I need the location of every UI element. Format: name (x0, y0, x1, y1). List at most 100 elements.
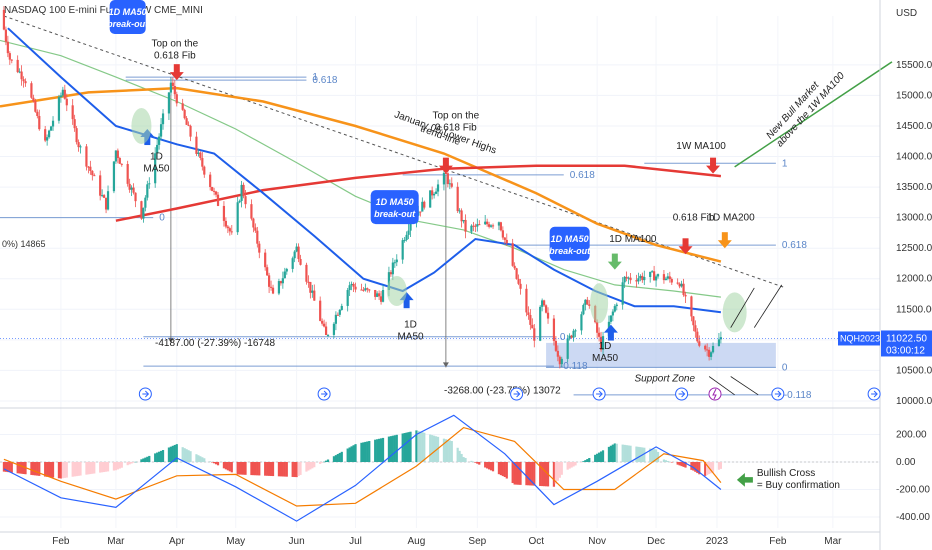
macd-histogram-bar (615, 443, 618, 462)
candle-body (154, 153, 157, 184)
macd-histogram-bar (336, 454, 339, 462)
candle-body (362, 289, 365, 291)
macd-histogram-bar (450, 441, 453, 462)
candle-body (511, 243, 514, 266)
projection-arrow-down (708, 376, 735, 396)
price-tick-label: 10500.00 (896, 365, 932, 376)
macd-histogram-bar (156, 452, 159, 462)
macd-histogram-bar (654, 449, 658, 462)
candle-body (313, 290, 316, 301)
candle-body (517, 278, 520, 284)
fib-label: 1 (312, 72, 318, 83)
macd-histogram-bar (621, 444, 624, 462)
event-arrow-icon (321, 390, 328, 398)
fib-label: 1 (782, 158, 788, 169)
candle-body (79, 146, 82, 148)
candle-body (489, 225, 493, 227)
macd-histogram-bar (574, 462, 577, 466)
macd-histogram-bar (580, 462, 583, 463)
candle-body (639, 275, 642, 279)
macd-histogram-bar (271, 462, 275, 477)
macd-histogram-bar (211, 462, 214, 463)
macd-histogram-bar (491, 462, 495, 472)
candle-body (348, 285, 351, 291)
candle-body (546, 312, 550, 319)
macd-histogram-bar (598, 452, 601, 462)
candle-body (101, 195, 104, 197)
price-tick-label: 13000.00 (896, 213, 932, 224)
breakout-circle-3 (590, 283, 609, 324)
candle-body (309, 281, 312, 293)
candle-body (112, 161, 116, 192)
candle-body (181, 103, 184, 110)
macd-histogram-bar (266, 462, 269, 476)
candle-body (142, 207, 145, 219)
macd-histogram-bar (613, 443, 616, 462)
candle-body (199, 152, 202, 158)
macd-histogram-bar (38, 462, 41, 476)
candle-body (30, 83, 33, 98)
macd-line (3, 414, 722, 522)
candle-body (364, 288, 367, 291)
candle-body (678, 283, 681, 287)
macd-histogram-bar (120, 462, 123, 468)
macd-histogram-bar (46, 462, 49, 477)
candle-body (281, 278, 284, 284)
price-tick-label: 13500.00 (896, 182, 932, 193)
candle-body (203, 166, 206, 175)
candle-body (580, 314, 583, 331)
macd-histogram-bar (77, 462, 80, 476)
macd-histogram-bar (401, 433, 404, 462)
macd-histogram-bar (256, 462, 259, 476)
macd-histogram-bar (374, 439, 377, 462)
macd-tick-label: 200.00 (896, 430, 927, 441)
macd-histogram-bar (213, 462, 216, 464)
macd-histogram-bar (146, 456, 149, 462)
macd-histogram-bar (484, 462, 487, 468)
macd-histogram-bar (643, 447, 646, 462)
macd-histogram-bar (252, 462, 255, 476)
candle-body (61, 89, 64, 96)
price-tick-label: 15500.00 (896, 60, 932, 71)
macd-histogram-bar (499, 462, 502, 476)
candle-body (158, 136, 161, 145)
macd-histogram-bar (185, 449, 188, 462)
macd-histogram-bar (173, 444, 176, 462)
top-fib-arrow-2-shaft (442, 157, 449, 167)
candle-body (393, 262, 396, 264)
candle-body (57, 97, 61, 121)
candle-body (324, 326, 328, 336)
macd-histogram-bar (395, 434, 398, 462)
macd-histogram-bar (283, 462, 286, 477)
candle-body (213, 190, 216, 192)
macd-histogram-bar (216, 462, 220, 466)
fib-0618-label: 0.618 Fib (673, 213, 715, 224)
candle-body (554, 340, 557, 351)
macd-histogram-bar (199, 456, 202, 462)
macd-histogram-bar (226, 462, 229, 471)
macd-histogram-bar (346, 448, 349, 462)
measurement-label: -3268.00 (-23.75%) 13072 (444, 386, 561, 397)
candle-body (627, 277, 630, 279)
candle-body (519, 283, 522, 289)
support-zone-layer: Support Zone (546, 342, 776, 384)
macd-histogram-bar (354, 444, 357, 462)
candle-body (195, 136, 198, 154)
macd-histogram-bar (488, 462, 491, 470)
macd-histogram-bar (305, 462, 308, 472)
candle-body (598, 332, 601, 337)
support-zone-box (546, 342, 776, 368)
macd-histogram-bar (8, 462, 11, 473)
ma50-label-1: MA50 (143, 164, 170, 175)
candle-body (574, 330, 577, 332)
candle-body (501, 230, 504, 238)
macd-histogram-bar (201, 457, 204, 462)
macd-histogram-bar (711, 462, 715, 473)
time-tick-label: Jul (349, 536, 362, 547)
candle-body (24, 81, 27, 84)
macd-histogram-bar (666, 460, 669, 462)
candle-body (59, 95, 62, 98)
macd-histogram-bar (596, 453, 599, 462)
fib-0618-arrow-head (678, 246, 693, 255)
candle-body (104, 197, 108, 210)
